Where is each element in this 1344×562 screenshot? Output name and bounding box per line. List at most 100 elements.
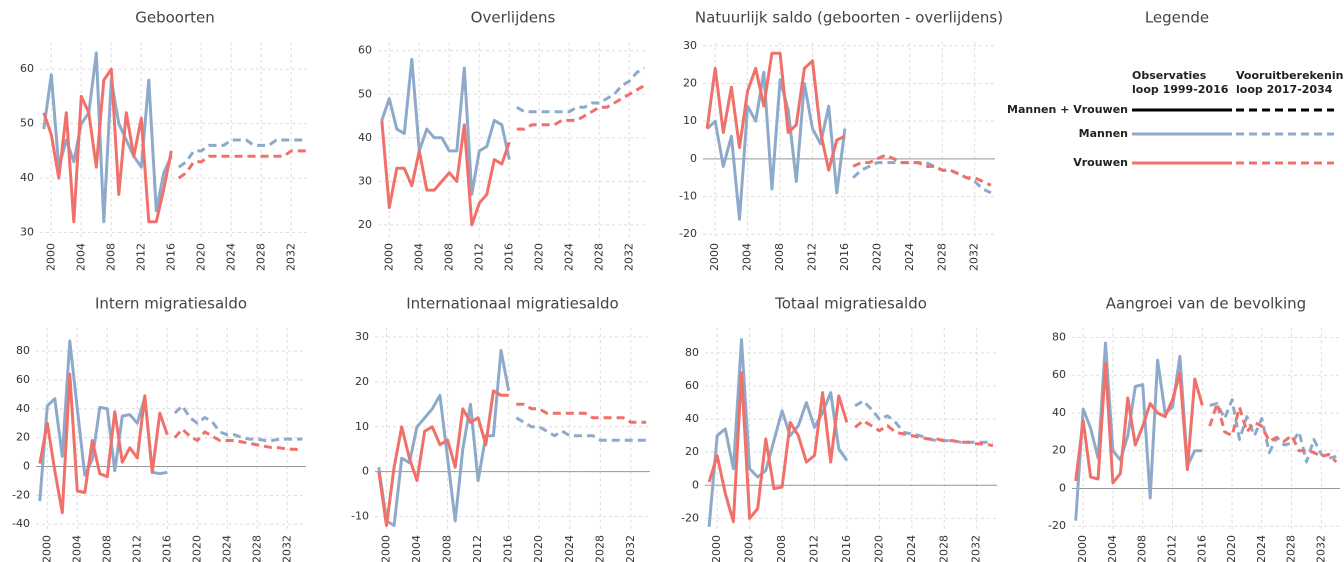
x-tick-label: 2020 bbox=[532, 243, 545, 271]
y-tick-label: 0 bbox=[23, 460, 30, 473]
series-line bbox=[707, 371, 849, 524]
y-tick-label: -20 bbox=[681, 511, 699, 524]
x-tick-label: 2028 bbox=[592, 243, 605, 271]
y-tick-label: -10 bbox=[351, 510, 369, 523]
chart-title: Aangroei van de bevolking bbox=[1106, 295, 1306, 313]
y-tick-label: -10 bbox=[679, 190, 697, 203]
legend-column-header: loop 1999-2016 bbox=[1132, 83, 1229, 96]
x-tick-label: 2012 bbox=[471, 535, 484, 562]
series-line bbox=[705, 51, 846, 172]
series-line bbox=[852, 153, 992, 187]
x-tick-label: 2020 bbox=[532, 535, 545, 562]
series-line bbox=[380, 120, 511, 227]
x-tick-label: 2016 bbox=[502, 243, 515, 271]
series-line bbox=[1074, 362, 1204, 485]
x-tick-label: 2028 bbox=[254, 243, 267, 271]
series-line bbox=[177, 138, 307, 169]
series-line bbox=[380, 57, 511, 196]
x-tick-label: 2016 bbox=[838, 243, 851, 271]
y-tick-label: 80 bbox=[685, 346, 699, 359]
x-tick-label: 2012 bbox=[808, 535, 821, 562]
x-tick-label: 2024 bbox=[1255, 535, 1268, 562]
x-tick-label: 2000 bbox=[40, 535, 53, 562]
x-tick-label: 2032 bbox=[624, 535, 637, 562]
series-line bbox=[173, 427, 303, 453]
y-tick-label: 60 bbox=[20, 62, 34, 75]
y-tick-label: 40 bbox=[685, 412, 699, 425]
chart-title: Intern migratiesaldo bbox=[95, 295, 247, 313]
series-line bbox=[173, 404, 303, 442]
y-tick-label: -20 bbox=[679, 227, 697, 240]
x-tick-label: 2012 bbox=[806, 243, 819, 271]
series-line bbox=[516, 402, 647, 424]
x-tick-label: 2004 bbox=[70, 535, 83, 562]
x-tick-label: 2020 bbox=[872, 535, 885, 562]
y-tick-label: 40 bbox=[1052, 406, 1066, 419]
x-tick-label: 2008 bbox=[773, 243, 786, 271]
y-tick-label: 30 bbox=[355, 330, 369, 343]
y-tick-label: 30 bbox=[358, 174, 372, 187]
x-tick-label: 2032 bbox=[622, 243, 635, 271]
y-tick-label: 10 bbox=[355, 420, 369, 433]
series-line bbox=[516, 84, 646, 131]
x-tick-label: 2024 bbox=[224, 243, 237, 271]
x-tick-label: 2032 bbox=[280, 535, 293, 562]
series-line bbox=[38, 372, 169, 515]
x-tick-label: 2028 bbox=[593, 535, 606, 562]
series-line bbox=[42, 51, 173, 224]
chart-title: Totaal migratiesaldo bbox=[774, 295, 927, 313]
legend-column-header: Vooruitberekening bbox=[1236, 69, 1344, 82]
x-tick-label: 2012 bbox=[134, 243, 147, 271]
series-line bbox=[377, 389, 509, 527]
x-tick-label: 2032 bbox=[284, 243, 297, 271]
y-tick-label: 0 bbox=[1059, 481, 1066, 494]
x-tick-label: 2004 bbox=[1106, 535, 1119, 562]
chart-title: Internationaal migratiesaldo bbox=[406, 295, 619, 313]
x-tick-label: 2024 bbox=[903, 243, 916, 271]
x-tick-label: 2008 bbox=[442, 243, 455, 271]
y-tick-label: 40 bbox=[358, 131, 372, 144]
y-tick-label: 60 bbox=[16, 373, 30, 386]
y-tick-label: 20 bbox=[355, 375, 369, 388]
x-tick-label: 2000 bbox=[382, 243, 395, 271]
y-tick-label: 50 bbox=[20, 117, 34, 130]
y-tick-label: 80 bbox=[1052, 330, 1066, 343]
legend-column-header: Observaties bbox=[1132, 69, 1207, 82]
chart-title: Geboorten bbox=[135, 9, 215, 27]
y-tick-label: 60 bbox=[685, 379, 699, 392]
x-tick-label: 2012 bbox=[1166, 535, 1179, 562]
y-tick-label: 80 bbox=[16, 344, 30, 357]
chart-title: Natuurlijk saldo (geboorten - overlijden… bbox=[695, 9, 1003, 27]
x-tick-label: 2016 bbox=[502, 535, 515, 562]
x-tick-label: 2004 bbox=[412, 243, 425, 271]
x-tick-label: 2024 bbox=[220, 535, 233, 562]
y-tick-label: 40 bbox=[20, 171, 34, 184]
y-tick-label: 60 bbox=[1052, 368, 1066, 381]
x-tick-label: 2020 bbox=[190, 535, 203, 562]
x-tick-label: 2020 bbox=[194, 243, 207, 271]
y-tick-label: 20 bbox=[683, 76, 697, 89]
x-tick-label: 2000 bbox=[1076, 535, 1089, 562]
y-tick-label: 20 bbox=[685, 445, 699, 458]
x-tick-label: 2032 bbox=[968, 243, 981, 271]
x-tick-label: 2016 bbox=[160, 535, 173, 562]
y-tick-label: 10 bbox=[683, 114, 697, 127]
x-tick-label: 2004 bbox=[743, 535, 756, 562]
x-tick-label: 2008 bbox=[104, 243, 117, 271]
series-line bbox=[177, 149, 307, 180]
series-line bbox=[516, 66, 646, 114]
x-tick-label: 2024 bbox=[905, 535, 918, 562]
series-line bbox=[854, 399, 993, 444]
y-tick-label: 50 bbox=[358, 87, 372, 100]
x-tick-label: 2016 bbox=[840, 535, 853, 562]
x-tick-label: 2028 bbox=[250, 535, 263, 562]
y-tick-label: 40 bbox=[16, 402, 30, 415]
x-tick-label: 2016 bbox=[164, 243, 177, 271]
legend-label: Mannen + Vrouwen bbox=[1007, 103, 1128, 116]
chart-title: Overlijdens bbox=[471, 9, 556, 27]
x-tick-label: 2024 bbox=[563, 535, 576, 562]
y-tick-label: 0 bbox=[362, 465, 369, 478]
x-tick-label: 2012 bbox=[130, 535, 143, 562]
legend-label: Mannen bbox=[1079, 127, 1128, 140]
